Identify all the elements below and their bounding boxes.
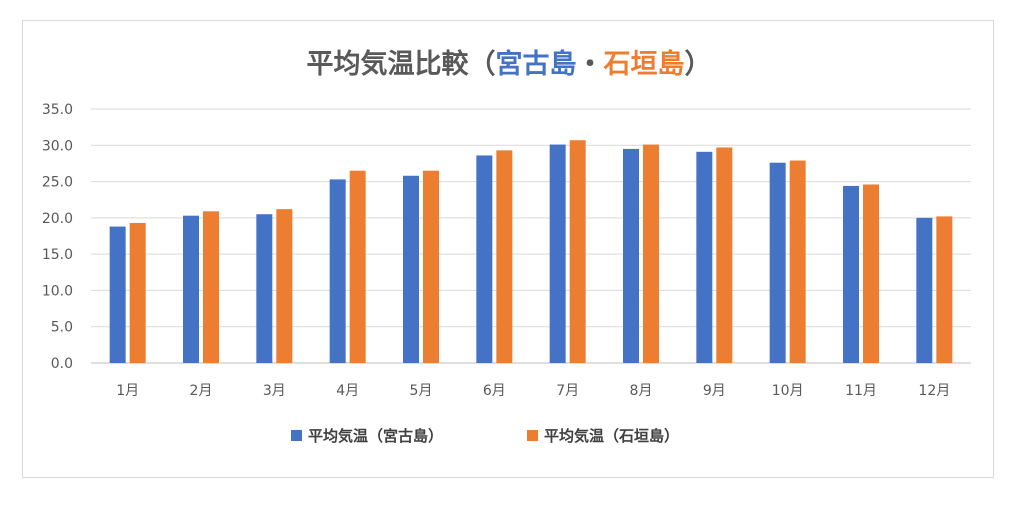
y-tick-label: 25.0 bbox=[42, 175, 73, 191]
legend: 平均気温（宮古島） 平均気温（石垣島） bbox=[291, 427, 679, 445]
bar-series-1 bbox=[769, 162, 786, 363]
bar-series-1 bbox=[623, 148, 639, 363]
bar-series-2 bbox=[643, 144, 659, 363]
y-axis-ticks: 0.0 5.0 10.0 15.0 20.0 25.0 30.0 35.0 bbox=[42, 102, 73, 372]
legend-label: 平均気温（宮古島） bbox=[308, 427, 443, 445]
bar-series-2 bbox=[276, 209, 293, 363]
bar-series-1 bbox=[843, 185, 859, 363]
bar-series-2 bbox=[423, 170, 439, 363]
chart-title-place2: 石垣島 bbox=[603, 49, 685, 80]
x-tick-label: 9月 bbox=[703, 383, 726, 399]
y-tick-label: 0.0 bbox=[51, 356, 73, 372]
x-axis-ticks: 1月 2月 3月 4月 5月 6月 7月 8月 9月 10月 11月 12月 bbox=[116, 383, 950, 399]
bar-series-2 bbox=[789, 160, 806, 363]
bar-series-2 bbox=[569, 140, 586, 363]
x-tick-label: 6月 bbox=[483, 383, 506, 399]
chart-title-close-paren: ） bbox=[685, 49, 712, 80]
bar-series-2 bbox=[129, 222, 146, 363]
x-tick-label: 1月 bbox=[116, 383, 139, 399]
bar-series-2 bbox=[203, 211, 219, 363]
y-tick-label: 35.0 bbox=[42, 102, 73, 118]
y-tick-label: 5.0 bbox=[51, 320, 73, 336]
chart-title-main: 平均気温比較 bbox=[307, 48, 470, 80]
bar-series-1 bbox=[256, 214, 273, 363]
legend-swatch bbox=[527, 430, 538, 441]
x-tick-label: 5月 bbox=[410, 383, 433, 399]
chart-title-open-paren: （ bbox=[469, 49, 496, 80]
bar-series-2 bbox=[349, 170, 366, 363]
bar-series-2 bbox=[496, 150, 513, 363]
bar-series-2 bbox=[716, 147, 733, 363]
grid-layer bbox=[91, 108, 971, 364]
x-tick-label: 4月 bbox=[336, 383, 359, 399]
x-tick-label: 8月 bbox=[630, 383, 653, 399]
x-tick-label: 12月 bbox=[918, 383, 950, 399]
x-tick-label: 2月 bbox=[190, 383, 213, 399]
y-tick-label: 10.0 bbox=[42, 283, 73, 299]
x-tick-label: 11月 bbox=[845, 383, 877, 399]
bar-series-1 bbox=[109, 226, 126, 363]
x-tick-label: 3月 bbox=[263, 383, 286, 399]
y-tick-label: 30.0 bbox=[42, 138, 73, 154]
legend-swatch bbox=[291, 430, 302, 441]
x-tick-label: 10月 bbox=[772, 383, 804, 399]
bars bbox=[109, 140, 953, 363]
y-tick-label: 20.0 bbox=[42, 211, 73, 227]
bar-series-1 bbox=[476, 155, 493, 363]
chart-frame: 平均気温比較（宮古島・石垣島） 0.0 5.0 10.0 15.0 20.0 25.0 30… bbox=[22, 20, 994, 478]
bar-series-2 bbox=[863, 184, 879, 363]
x-tick-label: 7月 bbox=[556, 383, 579, 399]
bar-series-1 bbox=[696, 151, 713, 363]
bar-series-2 bbox=[936, 216, 953, 363]
chart-title: 平均気温比較（宮古島・石垣島） bbox=[307, 48, 712, 80]
bar-series-1 bbox=[549, 144, 566, 363]
bar-series-1 bbox=[403, 175, 419, 363]
bar-series-1 bbox=[916, 217, 933, 363]
chart-svg: 平均気温比較（宮古島・石垣島） 0.0 5.0 10.0 15.0 20.0 25.0 30… bbox=[42, 48, 971, 445]
y-tick-label: 15.0 bbox=[42, 247, 73, 263]
bar-series-1 bbox=[329, 179, 346, 363]
chart-title-separator: ・ bbox=[577, 49, 604, 80]
chart-title-place1: 宮古島 bbox=[496, 48, 577, 80]
bar-series-1 bbox=[183, 215, 199, 363]
legend-label: 平均気温（石垣島） bbox=[544, 427, 679, 445]
